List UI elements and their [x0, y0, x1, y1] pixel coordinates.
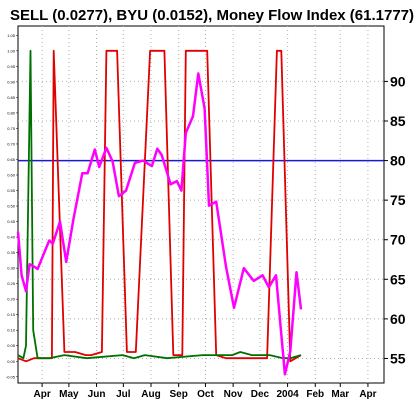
left-tick-label: 0.25 — [7, 281, 16, 286]
x-tick-label: Oct — [197, 389, 214, 400]
left-tick-label: 0.00 — [7, 359, 16, 364]
left-tick-label: 0.05 — [7, 343, 16, 348]
right-tick-label: 55 — [390, 350, 406, 366]
left-tick-label: 0.60 — [7, 173, 16, 178]
x-tick-label: Jul — [116, 389, 131, 400]
series-layer — [16, 49, 303, 376]
left-tick-label: 0.90 — [7, 79, 16, 84]
left-tick-label: 0.55 — [7, 188, 16, 193]
left-tick-label: 0.50 — [7, 204, 16, 209]
right-tick-label: 75 — [390, 192, 406, 208]
left-tick-label: 0.35 — [7, 250, 16, 255]
x-tick-label: Aug — [141, 389, 160, 400]
x-tick-label: Jun — [88, 389, 106, 400]
left-tick-label: 0.65 — [7, 157, 16, 162]
right-tick-label: 80 — [390, 153, 406, 169]
right-tick-label: 60 — [390, 311, 406, 327]
x-tick-label: Apr — [359, 389, 376, 400]
left-tick-label: 0.70 — [7, 141, 16, 146]
left-tick-label: 0.80 — [7, 110, 16, 115]
x-tick-label: Mar — [331, 389, 349, 400]
right-tick-label: 65 — [390, 271, 406, 287]
x-axis: Apr May Jun Jul Aug Sep Oct Nov Dec 2004 Feb Mar Apr — [33, 383, 377, 400]
left-tick-label: 0.85 — [7, 95, 16, 100]
series-line-1 — [17, 49, 302, 360]
x-tick-label: 2004 — [276, 389, 299, 400]
chart-title: SELL (0.0277), BYU (0.0152), Money Flow … — [10, 7, 414, 24]
left-tick-label: 0.45 — [7, 219, 16, 224]
left-tick-label: 0.30 — [7, 266, 16, 271]
left-tick-label: 1.05 — [7, 33, 16, 38]
x-tick-label: Dec — [251, 389, 270, 400]
x-tick-label: Nov — [224, 389, 243, 400]
right-tick-label: 85 — [390, 113, 406, 129]
left-axis: 1.05 1.00 0.95 0.90 0.85 0.80 0.75 0.70 0.65 0.60… — [6, 33, 18, 379]
series-line-0 — [17, 49, 302, 363]
left-tick-label: 0.95 — [7, 64, 16, 69]
right-axis: 55 60 65 70 75 80 85 90 — [384, 73, 406, 366]
plot-frame — [17, 25, 385, 384]
left-tick-label: 0.40 — [7, 235, 16, 240]
left-tick-label: 0.15 — [7, 312, 16, 317]
x-tick-label: Feb — [306, 389, 324, 400]
series-line-2 — [16, 72, 303, 376]
x-tick-label: Apr — [33, 389, 50, 400]
left-tick-label: 0.10 — [7, 328, 16, 333]
left-tick-label: 0.75 — [7, 126, 16, 131]
right-tick-label: 70 — [390, 232, 406, 248]
x-tick-label: Sep — [170, 389, 188, 400]
left-tick-label: 0.20 — [7, 297, 16, 302]
x-tick-label: May — [59, 389, 79, 400]
left-tick-label: -0.05 — [6, 374, 16, 379]
right-tick-label: 90 — [390, 73, 406, 89]
left-tick-label: 1.00 — [7, 48, 16, 53]
